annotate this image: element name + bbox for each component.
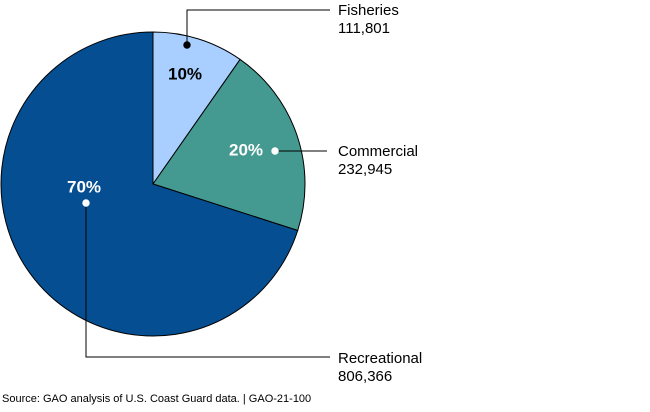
leader-dot-commercial — [271, 147, 279, 155]
leader-dot-fisheries — [183, 41, 191, 49]
slice-fisheries — [152, 31, 241, 186]
leader-fisheries — [186, 9, 330, 45]
percent-label-recreational: 70% — [67, 177, 101, 196]
percent-label-commercial: 20% — [229, 140, 263, 159]
value-label-fisheries: 111,801 — [338, 20, 390, 37]
category-label-recreational: Recreational — [338, 350, 422, 367]
category-label-commercial: Commercial — [338, 143, 418, 160]
slice-commercial — [152, 58, 306, 232]
pie-slices — [0, 31, 306, 337]
value-label-recreational: 806,366 — [338, 368, 392, 385]
leader-recreational — [85, 203, 330, 358]
slice-recreational — [0, 31, 299, 337]
source-note: Source: GAO analysis of U.S. Coast Guard… — [2, 393, 312, 405]
value-label-commercial: 232,945 — [338, 161, 392, 178]
category-label-fisheries: Fisheries — [338, 2, 399, 19]
leader-dot-recreational — [82, 199, 90, 207]
percent-label-fisheries: 10% — [168, 64, 202, 83]
